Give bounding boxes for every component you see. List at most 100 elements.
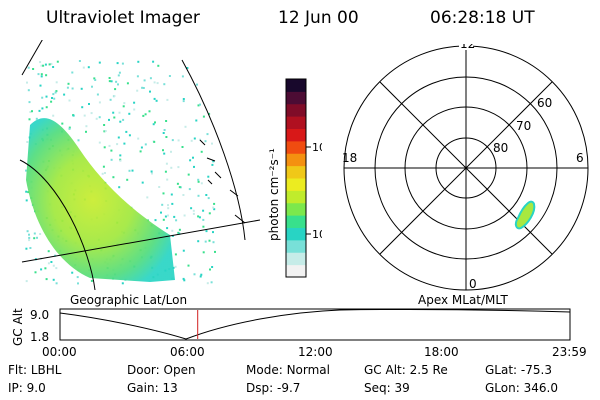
speckle-pixel xyxy=(52,114,55,117)
speckle-pixel xyxy=(28,236,31,239)
speckle-pixel xyxy=(206,282,209,285)
speckle-pixel xyxy=(182,194,185,196)
speckle-pixel xyxy=(177,166,180,169)
colorbar-band xyxy=(286,153,306,167)
polar-label-bg xyxy=(459,44,473,50)
speckle-pixel xyxy=(192,209,195,212)
speckle-pixel xyxy=(151,172,153,175)
observation-date: 12 Jun 00 xyxy=(278,8,359,28)
speckle-pixel xyxy=(144,113,147,116)
speckle-pixel xyxy=(193,137,196,140)
speckle-pixel xyxy=(81,106,84,109)
speckle-pixel xyxy=(190,139,193,142)
colorbar-band xyxy=(286,140,306,154)
speckle-pixel xyxy=(149,77,152,80)
speckle-pixel xyxy=(149,90,151,93)
speckle-pixel xyxy=(192,156,194,159)
speckle-pixel xyxy=(122,105,125,108)
speckle-pixel xyxy=(40,268,43,271)
colorbar-band xyxy=(286,165,306,179)
speckle-pixel xyxy=(176,182,179,185)
speckle-pixel xyxy=(91,85,93,88)
info-glat: GLat: -75.3 xyxy=(485,363,552,377)
speckle-pixel xyxy=(102,165,105,168)
aurora-oval-band xyxy=(26,118,175,282)
info-seq: Seq: 39 xyxy=(364,381,410,395)
speckle-pixel xyxy=(45,95,48,98)
speckle-pixel xyxy=(156,82,159,85)
speckle-pixel xyxy=(154,219,157,222)
speckle-pixel xyxy=(103,146,106,149)
speckle-pixel xyxy=(27,89,30,92)
speckle-pixel xyxy=(182,249,185,252)
speckle-pixel xyxy=(113,116,116,119)
speckle-pixel xyxy=(40,64,43,67)
speckle-pixel xyxy=(206,133,209,136)
speckle-pixel xyxy=(68,127,71,130)
speckle-pixel xyxy=(209,268,211,271)
speckle-pixel xyxy=(136,89,139,92)
speckle-pixel xyxy=(178,232,181,235)
speckle-pixel xyxy=(204,240,207,243)
speckle-pixel xyxy=(108,80,111,83)
speckle-pixel xyxy=(34,271,37,274)
speckle-pixel xyxy=(76,276,79,279)
speckle-pixel xyxy=(197,178,200,181)
speckle-pixel xyxy=(68,99,71,102)
speckle-pixel xyxy=(193,273,196,276)
speckle-pixel xyxy=(161,203,164,206)
speckle-pixel xyxy=(50,261,53,263)
speckle-pixel xyxy=(78,60,81,62)
polar-lat-label-80: 80 xyxy=(493,141,508,155)
speckle-pixel xyxy=(51,97,53,99)
speckle-pixel xyxy=(88,103,90,105)
speckle-pixel xyxy=(116,62,119,65)
speckle-pixel xyxy=(39,84,42,87)
speckle-pixel xyxy=(126,82,129,85)
speckle-pixel xyxy=(108,77,111,79)
speckle-pixel xyxy=(152,123,155,126)
speckle-pixel xyxy=(207,197,210,200)
speckle-pixel xyxy=(98,61,101,64)
info-glon: GLon: 346.0 xyxy=(485,381,558,395)
speckle-pixel xyxy=(42,64,45,67)
speckle-pixel xyxy=(87,66,90,69)
colorbar-band xyxy=(286,239,306,253)
speckle-pixel xyxy=(109,98,112,101)
speckle-pixel xyxy=(162,132,165,134)
speckle-pixel xyxy=(126,178,129,181)
speckle-pixel xyxy=(136,75,139,78)
speckle-pixel xyxy=(55,90,58,93)
speckle-pixel xyxy=(25,190,28,193)
speckle-pixel xyxy=(98,101,101,104)
speckle-pixel xyxy=(128,112,131,115)
speckle-pixel xyxy=(110,80,113,83)
speckle-pixel xyxy=(26,230,29,233)
speckle-pixel xyxy=(162,218,165,221)
speckle-pixel xyxy=(90,112,93,115)
speckle-pixel xyxy=(115,80,118,83)
speckle-pixel xyxy=(128,134,131,137)
colorbar-band xyxy=(286,91,306,105)
colorbar-band xyxy=(286,264,306,278)
speckle-pixel xyxy=(121,62,124,65)
timeline-xtick: 12:00 xyxy=(298,345,333,359)
speckle-pixel xyxy=(131,169,134,172)
polar-lat-label-60: 60 xyxy=(537,96,552,110)
speckle-pixel xyxy=(52,278,55,281)
polar-axis-diagonal xyxy=(379,81,553,255)
speckle-pixel xyxy=(178,228,181,231)
speckle-pixel xyxy=(164,215,167,218)
speckle-pixel xyxy=(187,173,190,176)
colorbar-band xyxy=(286,227,306,241)
speckle-pixel xyxy=(197,194,200,197)
speckle-pixel xyxy=(98,116,101,119)
speckle-pixel xyxy=(123,102,126,105)
speckle-pixel xyxy=(190,207,193,210)
speckle-pixel xyxy=(52,66,55,68)
speckle-pixel xyxy=(52,264,55,267)
speckle-pixel xyxy=(98,141,101,144)
speckle-pixel xyxy=(202,115,205,118)
speckle-pixel xyxy=(187,264,190,267)
speckle-pixel xyxy=(108,144,111,147)
